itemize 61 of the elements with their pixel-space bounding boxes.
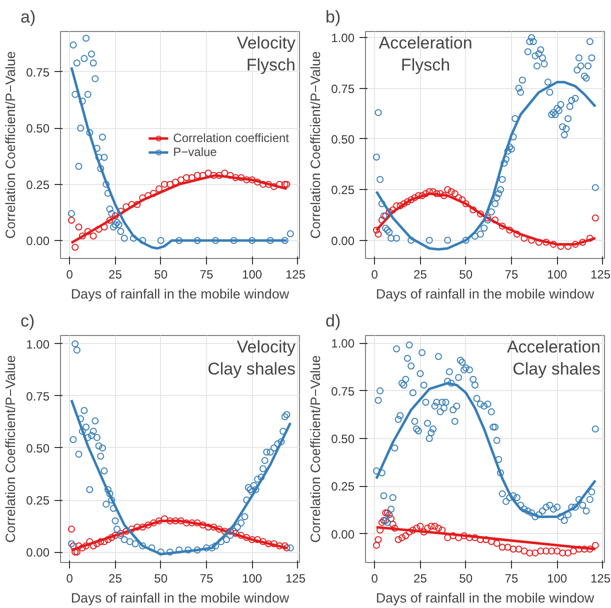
x-axis-title: Days of rainfall in the mobile window — [70, 286, 290, 302]
x-tick-label: 25 — [108, 572, 122, 586]
y-tick-label: 0.75 — [331, 82, 355, 96]
x-tick-label: 50 — [459, 572, 473, 586]
x-tick-label: 50 — [154, 572, 168, 586]
y-tick-label: 0.25 — [331, 183, 355, 198]
y-tick-label: 0.00 — [26, 234, 50, 248]
y-tick-label: 0.00 — [26, 546, 50, 560]
y-axis-title: Correlation Coefficient/P−Value — [3, 51, 18, 239]
text: d) — [326, 312, 341, 330]
x-axis-title: Days of rainfall in the mobile window — [70, 590, 290, 606]
x-tick-label: 125 — [590, 268, 611, 282]
x-tick-label: 125 — [285, 268, 306, 282]
text: Acceleration Flysch — [378, 34, 472, 74]
x-tick-label: 125 — [590, 572, 611, 586]
y-tick-label: 0.25 — [331, 480, 355, 494]
y-tick-label: 0.75 — [26, 389, 50, 404]
y-tick-label: 1.00 — [331, 336, 355, 351]
x-tick-label: 75 — [200, 572, 214, 586]
x-tick-label: 100 — [547, 268, 568, 282]
text: b) — [326, 8, 341, 26]
y-tick-label: 0.25 — [26, 178, 50, 192]
text: Acceleration Clay shales — [506, 338, 601, 378]
y-tick-label: 0.75 — [331, 384, 355, 398]
x-tick-label: 100 — [242, 268, 262, 282]
y-tick-label: 0.50 — [26, 122, 50, 136]
x-tick-label: 75 — [200, 268, 214, 282]
x-tick-label: 100 — [547, 572, 568, 586]
y-tick-label: 1.00 — [331, 31, 355, 46]
x-tick-label: 125 — [285, 572, 306, 586]
x-tick-label: 0 — [66, 268, 74, 282]
y-axis-title: Correlation Coefficient/P−Value — [3, 355, 18, 543]
y-tick-label: 0.25 — [26, 494, 50, 508]
text: a) — [20, 8, 36, 26]
x-tick-label: 0 — [371, 268, 378, 282]
x-tick-label: 0 — [66, 572, 74, 586]
text: Velocity Clay shales — [208, 338, 296, 378]
x-axis-title: Days of rainfall in the mobile window — [376, 590, 594, 606]
x-tick-label: 25 — [414, 572, 428, 586]
x-tick-label: 75 — [504, 572, 518, 586]
x-axis-title: Days of rainfall in the mobile window — [376, 286, 594, 302]
y-tick-label: 0.50 — [331, 432, 355, 446]
x-tick-label: 25 — [108, 268, 122, 282]
text: c) — [20, 312, 35, 330]
x-tick-label: 50 — [154, 268, 168, 282]
text: Velocity Flysch — [236, 34, 296, 74]
y-axis-title: Correlation Coefficient/P−Value — [308, 355, 324, 543]
legend-label: P−value — [173, 144, 217, 158]
y-tick-label: 0.75 — [26, 65, 50, 80]
y-axis-title: Correlation Coefficient/P−Value — [308, 51, 324, 239]
x-tick-label: 25 — [414, 268, 428, 282]
y-tick-label: 0.00 — [331, 234, 355, 248]
x-tick-label: 100 — [242, 572, 262, 586]
y-tick-label: 0.00 — [331, 527, 355, 542]
y-tick-label: 1.00 — [26, 337, 50, 352]
y-tick-label: 0.50 — [331, 132, 355, 146]
x-tick-label: 50 — [459, 268, 473, 282]
x-tick-label: 0 — [371, 572, 378, 586]
x-tick-label: 75 — [504, 268, 518, 282]
y-tick-label: 0.50 — [26, 441, 50, 456]
legend-label: Correlation coefficient — [173, 130, 289, 144]
